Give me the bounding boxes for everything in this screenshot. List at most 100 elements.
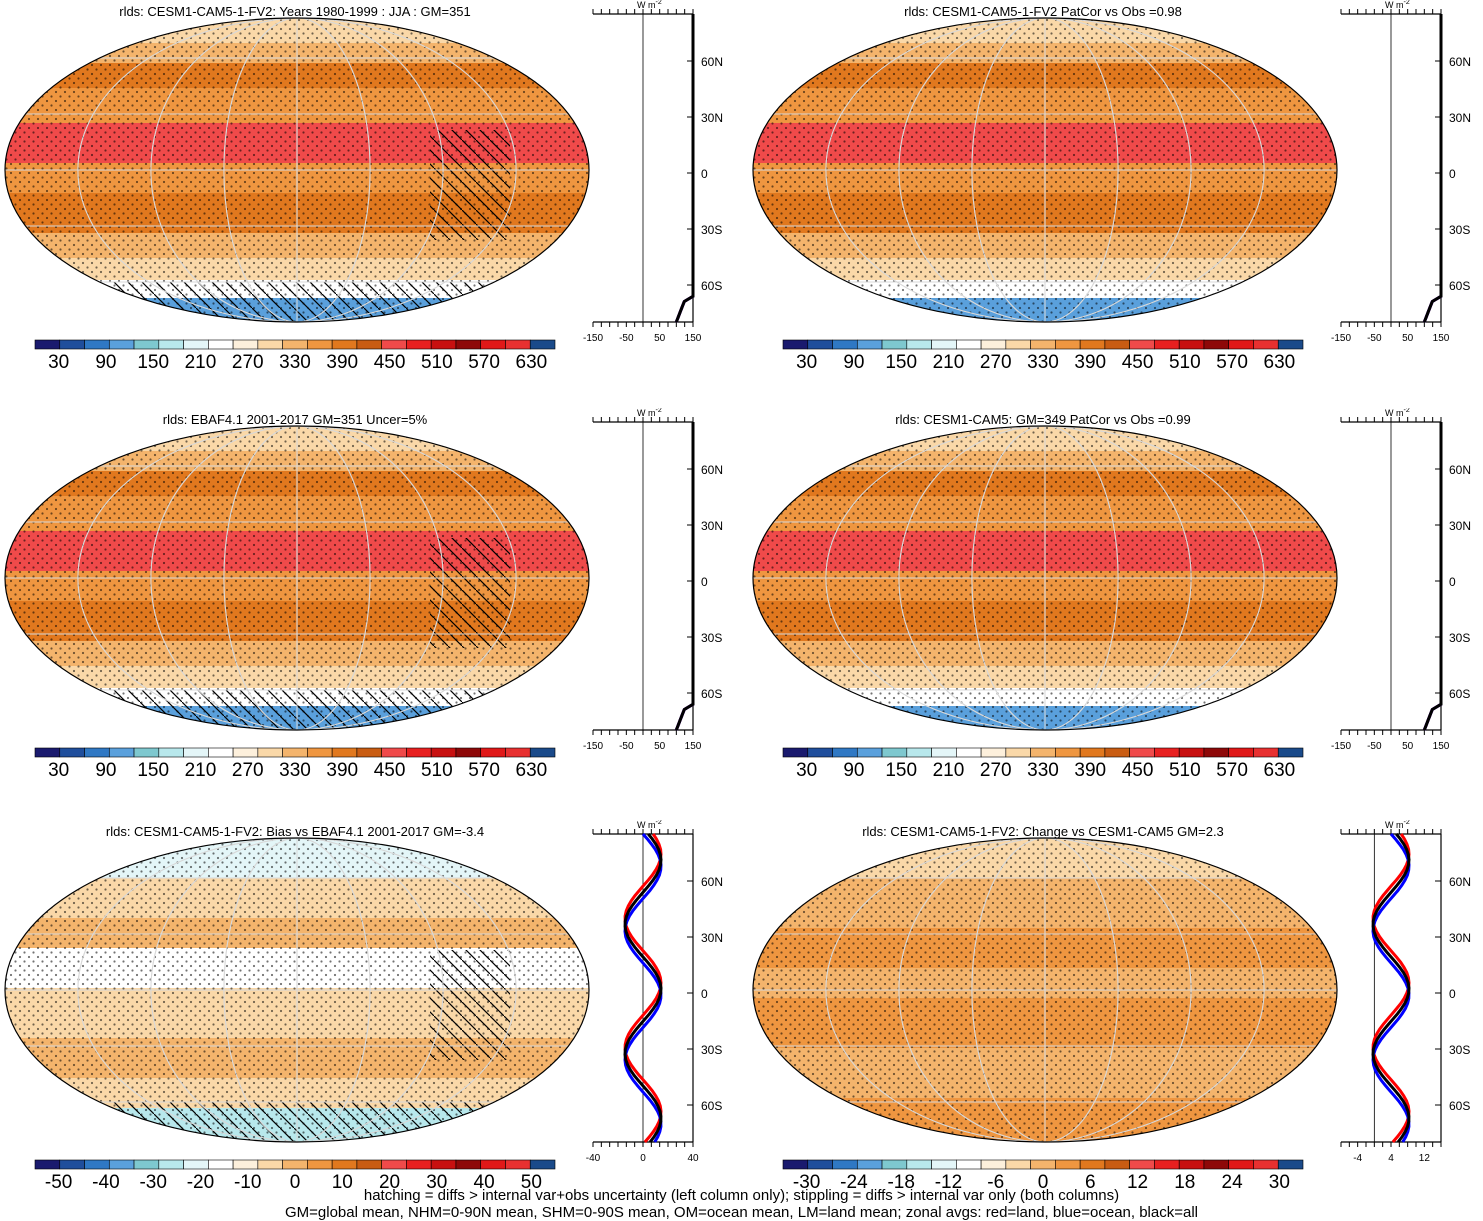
colorbar: -50 -40 -30 -20 -10 0 10 20 30 40 50	[34, 1159, 556, 1193]
zonal-tick-label: 150	[685, 333, 702, 344]
zonal-mean-plot: W m-2 -40 0 40 60N 30N 0 30S 60S	[586, 820, 723, 1164]
colorbar-swatch	[856, 339, 883, 350]
colorbar-swatch	[832, 747, 858, 758]
colorbar-tick-label: 40	[474, 1172, 495, 1193]
map-title: rlds: CESM1-CAM5-1-FV2 PatCor vs Obs =0.…	[904, 4, 1182, 19]
colorbar-swatch	[856, 1159, 883, 1170]
colorbar-swatch	[455, 1159, 482, 1170]
zonal-tick-label: 150	[1433, 741, 1450, 752]
colorbar-swatch	[307, 339, 333, 350]
lat-label: 30N	[1449, 111, 1471, 125]
zonal-mean-plot: W m-2 -4 4 12 60N 30N 0 30S 60S	[1340, 820, 1471, 1164]
colorbar-swatch	[232, 339, 259, 350]
lat-label: 30N	[1449, 931, 1471, 945]
map-outline	[752, 17, 1338, 323]
colorbar-tick-label: 0	[290, 1172, 301, 1193]
map-title: rlds: CESM1-CAM5-1-FV2: Bias vs EBAF4.1 …	[105, 824, 485, 839]
colorbar: 30 90 150 210 270 330 390 450 510 570 630	[782, 339, 1304, 373]
colorbar-swatch	[1005, 1159, 1031, 1170]
lat-label: 0	[701, 575, 708, 589]
colorbar-tick-label: -12	[935, 1172, 962, 1193]
colorbar-swatch	[881, 339, 908, 350]
colorbar-swatch	[1154, 339, 1180, 350]
colorbar-swatch	[931, 339, 957, 350]
colorbar: 30 90 150 210 270 330 390 450 510 570 630	[34, 339, 556, 373]
colorbar-swatch	[208, 747, 234, 758]
zonal-tick-label: 150	[1433, 333, 1450, 344]
colorbar-tick-label: 210	[933, 760, 965, 781]
colorbar-tick-label: 150	[885, 760, 917, 781]
colorbar-swatch	[257, 339, 283, 350]
colorbar-tick-label: 30	[1269, 1172, 1290, 1193]
colorbar-tick-label: 18	[1174, 1172, 1195, 1193]
colorbar-tick-label: 450	[374, 352, 406, 373]
colorbar-swatch	[59, 747, 85, 758]
zonal-curve	[1371, 833, 1411, 1143]
colorbar-tick-label: 570	[1216, 352, 1248, 373]
colorbar-swatch	[807, 339, 833, 350]
panel-graphics: 30 90 150 210 270 330 390 450 510 570 630 W m-2 -150…	[4, 0, 723, 373]
lat-label: 30N	[701, 111, 723, 125]
colorbar-swatch	[381, 1159, 407, 1170]
zonal-tick-label: 150	[685, 741, 702, 752]
colorbar-swatch	[158, 747, 184, 758]
colorbar-tick-label: 210	[185, 760, 217, 781]
lat-label: 0	[701, 167, 708, 181]
unit-label: W m-2	[1385, 0, 1410, 10]
colorbar-tick-label: 330	[1027, 760, 1059, 781]
zonal-curve	[1422, 14, 1443, 323]
zonal-mean-plot: W m-2 -150 -50 50 150 60N 30N 0 30S 60S	[1331, 408, 1471, 752]
colorbar-swatch	[133, 1159, 160, 1170]
lat-label: 60N	[701, 875, 723, 889]
colorbar-tick-label: 210	[933, 352, 965, 373]
colorbar-swatch	[1253, 747, 1279, 758]
colorbar-swatch	[1129, 747, 1155, 758]
unit-label: W m-2	[637, 0, 662, 10]
colorbar-tick-label: 630	[1264, 352, 1296, 373]
colorbar-swatch	[1079, 747, 1106, 758]
colorbar-swatch	[807, 747, 833, 758]
colorbar-swatch	[1253, 339, 1279, 350]
lat-label: 0	[1449, 987, 1456, 1001]
colorbar-tick-label: 12	[1127, 1172, 1148, 1193]
colorbar-tick-label: 510	[1169, 760, 1201, 781]
colorbar-swatch	[307, 1159, 333, 1170]
colorbar-tick-label: 570	[468, 760, 500, 781]
colorbar-tick-label: 630	[516, 352, 548, 373]
colorbar-swatch	[1005, 747, 1031, 758]
zonal-tick-label: 50	[654, 741, 666, 752]
colorbar-swatch	[906, 1159, 932, 1170]
colorbar-swatch	[529, 1159, 556, 1170]
colorbar-swatch	[257, 1159, 283, 1170]
map-field	[5, 838, 589, 1142]
zonal-curve	[674, 422, 695, 731]
colorbar-tick-label: 390	[326, 352, 358, 373]
colorbar-swatch	[881, 1159, 908, 1170]
colorbar-swatch	[1203, 339, 1230, 350]
colorbar-swatch	[1178, 1159, 1205, 1170]
map-field	[5, 18, 589, 322]
lat-label: 60S	[701, 1099, 722, 1113]
colorbar-swatch	[406, 747, 432, 758]
lat-label: 30S	[1449, 1043, 1470, 1057]
colorbar-swatch	[307, 747, 333, 758]
colorbar-swatch	[84, 747, 110, 758]
map-outline	[4, 837, 590, 1143]
zonal-curve	[674, 422, 695, 731]
colorbar-swatch	[980, 1159, 1007, 1170]
colorbar-swatch	[232, 1159, 259, 1170]
zonal-mean-plot: W m-2 -150 -50 50 150 60N 30N 0 30S 60S	[583, 408, 723, 752]
unit-label: W m-2	[1385, 820, 1410, 830]
panel-p1: rlds: CESM1-CAM5-1-FV2: Years 1980-1999 …	[0, 0, 735, 385]
colorbar-swatch	[906, 339, 932, 350]
colorbar-swatch	[356, 1159, 382, 1170]
colorbar-swatch	[529, 747, 556, 758]
lat-label: 30S	[1449, 223, 1470, 237]
map-title: rlds: CESM1-CAM5-1-FV2: Change vs CESM1-…	[862, 824, 1224, 839]
footer-line-1: hatching = diffs > internal var+obs unce…	[363, 1187, 1120, 1204]
colorbar-swatch	[856, 747, 883, 758]
colorbar-swatch	[505, 1159, 531, 1170]
colorbar: 30 90 150 210 270 330 390 450 510 570 630	[34, 747, 556, 781]
colorbar-swatch	[1253, 1159, 1279, 1170]
zonal-curve	[1422, 14, 1443, 323]
